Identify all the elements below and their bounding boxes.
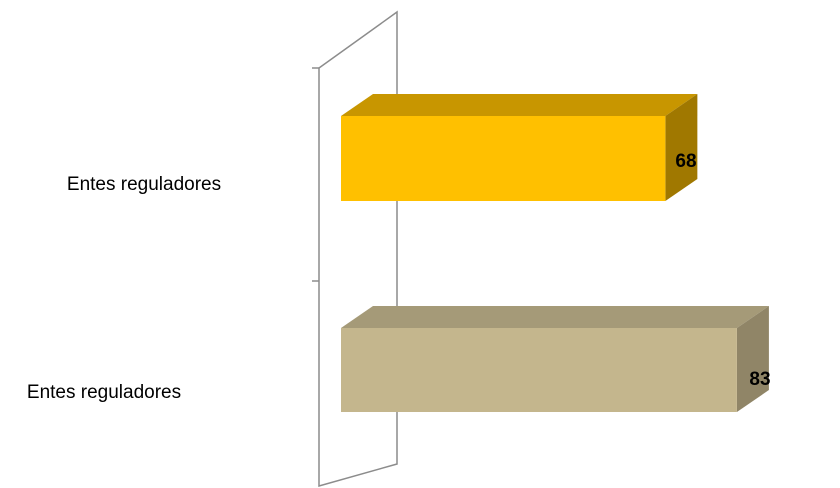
bar-front-face — [341, 116, 666, 201]
data-label: 68 — [675, 151, 696, 172]
chart-back-wall — [318, 10, 398, 487]
bar-side-face — [665, 94, 698, 201]
data-label: 83 — [749, 369, 770, 390]
bar-side-face — [736, 306, 769, 412]
bar-top-face — [341, 306, 769, 328]
category-label: Entes reguladores — [67, 174, 221, 195]
bar-1 — [341, 94, 698, 201]
bar-front-face — [341, 328, 737, 412]
bar-2 — [341, 306, 769, 412]
bar-top-face — [341, 94, 698, 116]
category-label: Entes reguladores — [27, 382, 181, 403]
bars-layer — [341, 94, 769, 412]
